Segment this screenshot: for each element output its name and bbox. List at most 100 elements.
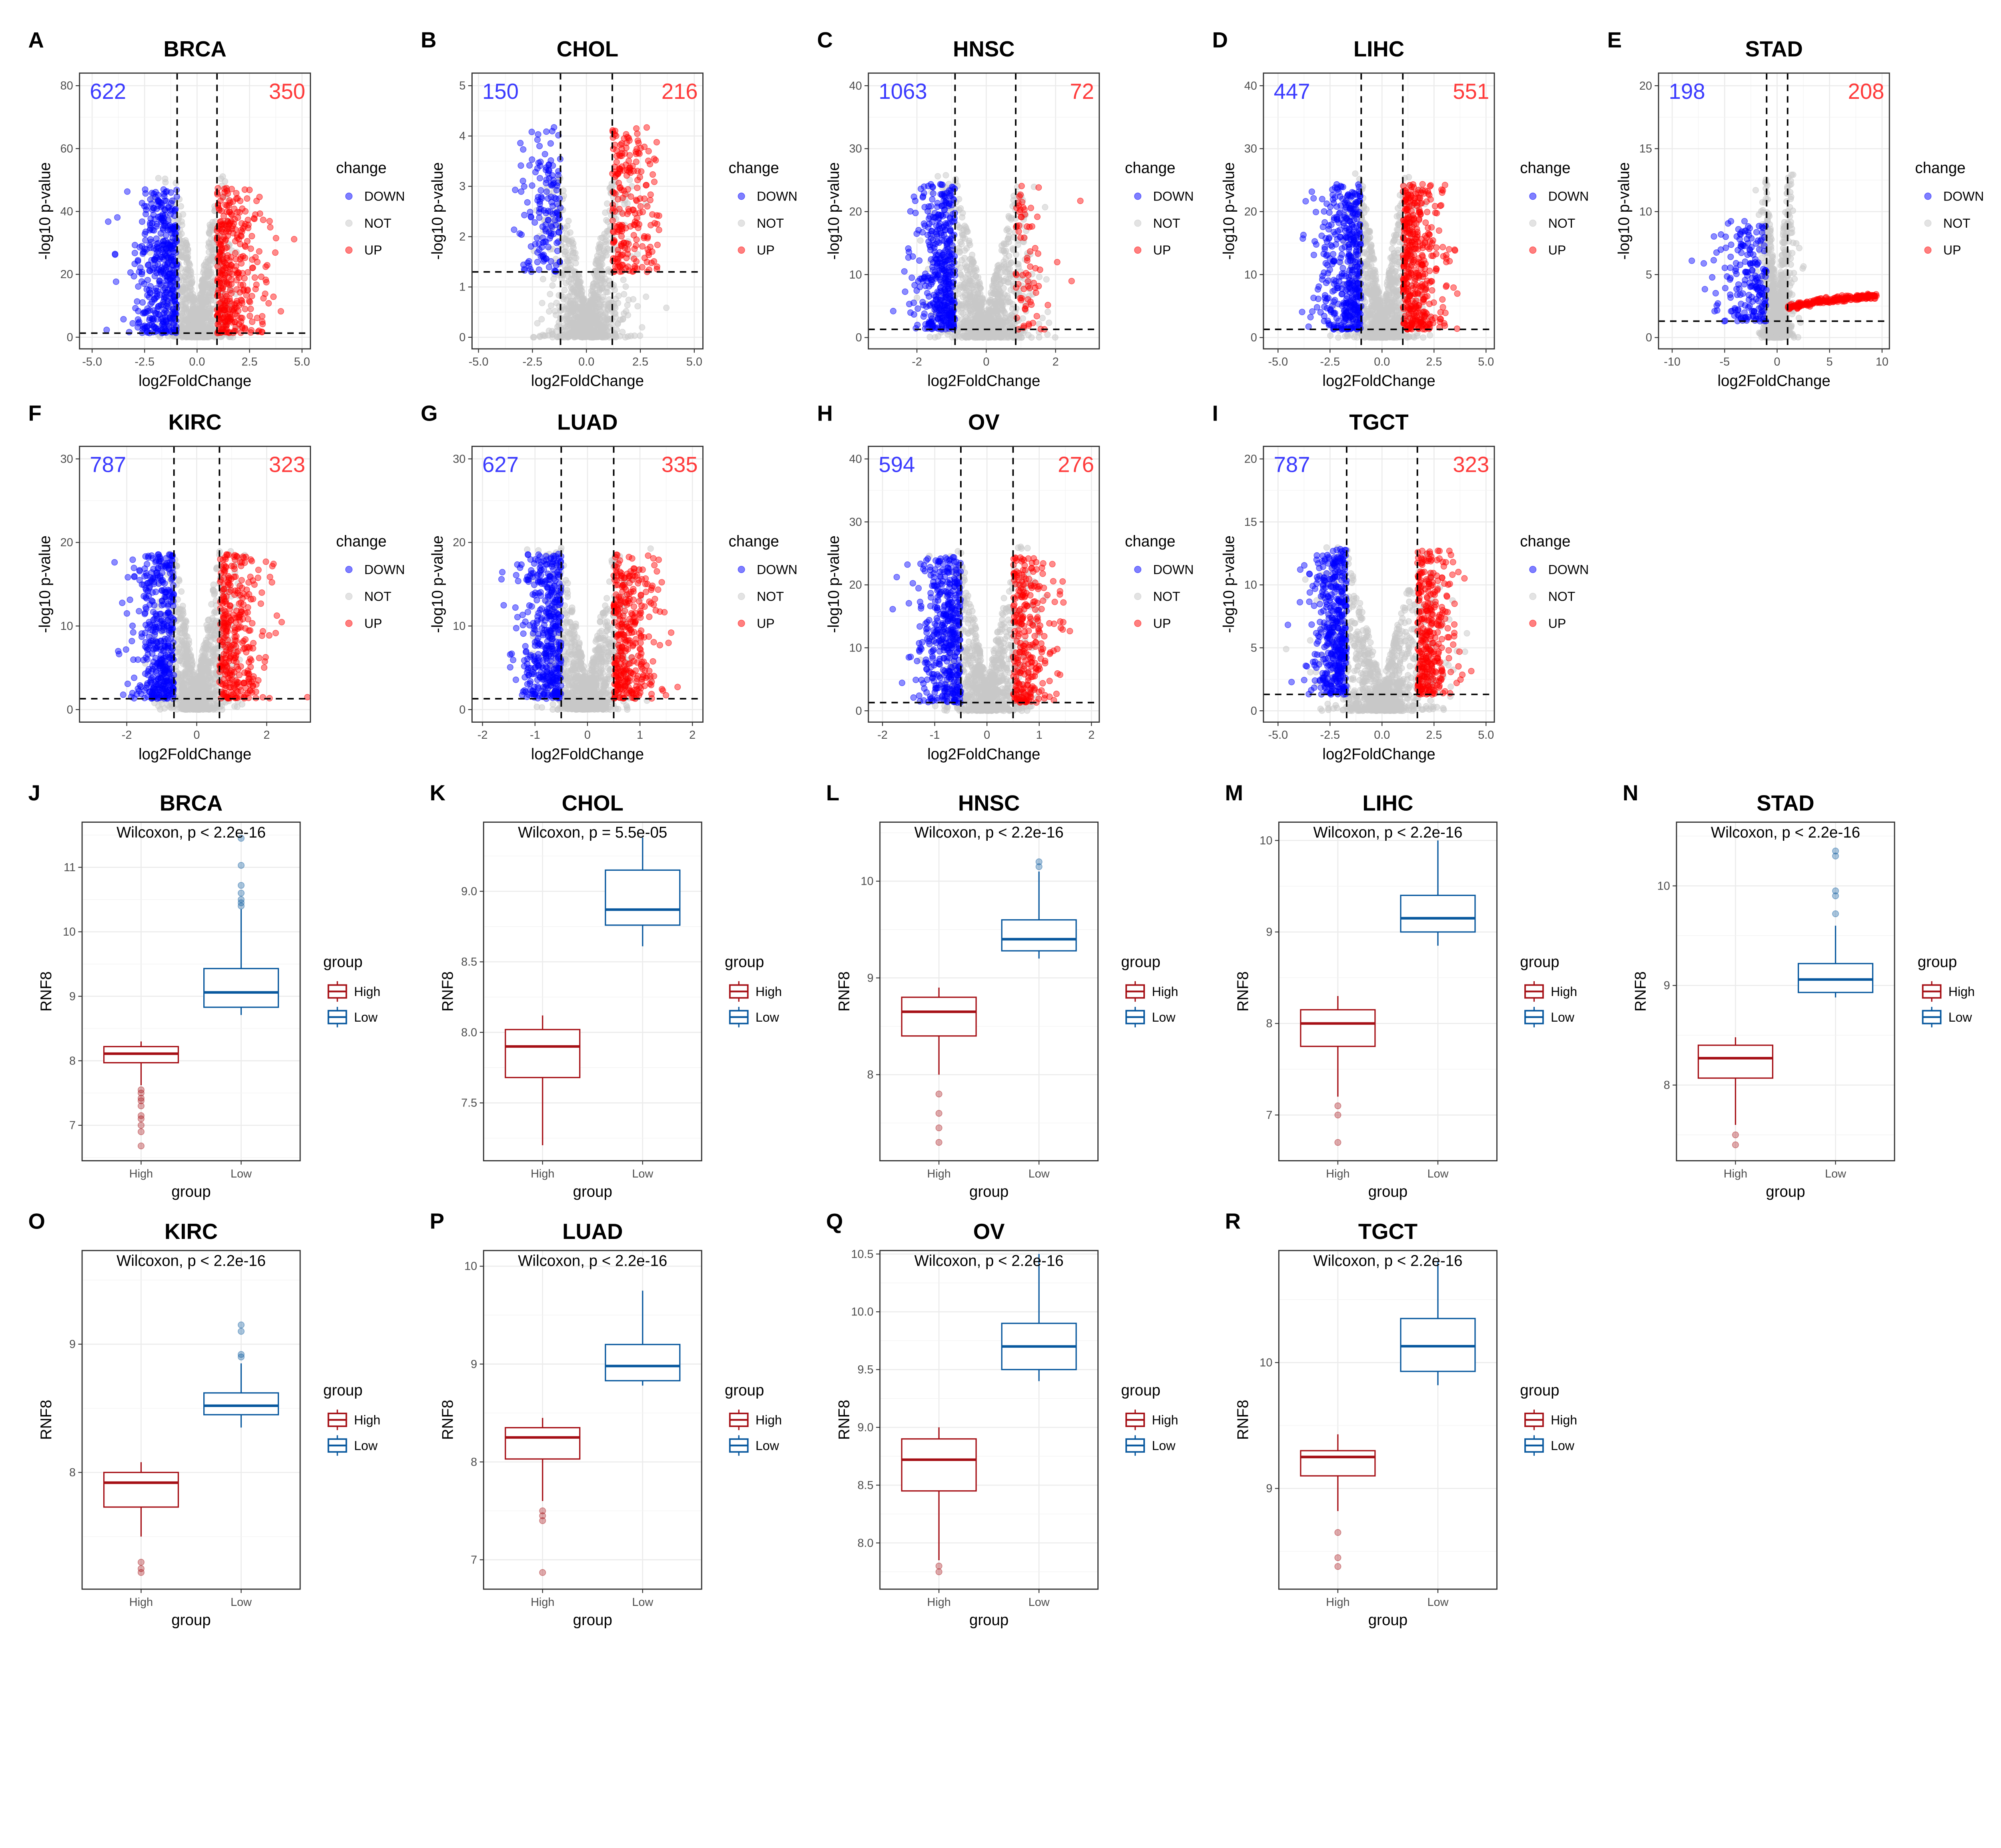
legend-label-down: DOWN: [757, 189, 797, 204]
point-up: [615, 196, 622, 202]
x-tick-label: 0.0: [189, 355, 205, 368]
point-up: [273, 235, 279, 242]
point-not: [568, 272, 575, 279]
point-up: [230, 230, 237, 237]
point-not: [966, 277, 973, 284]
point-up: [632, 218, 639, 225]
point-not: [978, 333, 985, 339]
point-not: [162, 175, 168, 182]
point-down: [947, 319, 954, 326]
point-down: [948, 263, 955, 270]
point-not: [600, 293, 607, 300]
point-not: [580, 295, 587, 302]
point-up: [610, 228, 616, 235]
point-up: [628, 193, 634, 200]
point-not: [917, 237, 924, 244]
point-down: [545, 161, 552, 168]
y-axis-title: -log10 p-value: [825, 162, 842, 260]
point-down: [890, 308, 896, 315]
point-up: [1018, 182, 1025, 189]
point-up: [248, 327, 255, 334]
point-down: [928, 203, 934, 210]
point-down: [144, 292, 151, 299]
point-down: [551, 194, 558, 201]
point-down: [114, 214, 121, 221]
legend-key-not: [345, 219, 353, 227]
point-down: [516, 230, 523, 237]
point-not: [957, 239, 964, 245]
point-up: [644, 203, 651, 210]
point-not: [1009, 334, 1016, 341]
point-not: [604, 289, 611, 295]
point-down: [517, 140, 524, 146]
point-up: [258, 273, 265, 280]
point-down: [134, 258, 141, 265]
y-tick-label: 3: [459, 180, 465, 193]
point-down: [147, 215, 154, 222]
point-not: [620, 277, 627, 283]
point-down: [167, 242, 174, 249]
x-axis-title: log2FoldChange: [138, 373, 251, 390]
point-not: [577, 313, 583, 319]
point-down: [168, 329, 175, 335]
point-down: [155, 197, 162, 204]
point-not: [961, 222, 968, 229]
point-up: [643, 182, 650, 188]
point-up: [252, 254, 259, 261]
point-not: [564, 222, 571, 229]
y-tick-label: 4: [459, 130, 465, 142]
point-not: [960, 323, 966, 329]
point-up: [239, 205, 246, 212]
point-up: [222, 245, 229, 252]
up-count-label: 216: [662, 79, 698, 104]
y-tick-label: 60: [60, 142, 73, 155]
point-not: [1028, 334, 1035, 341]
point-not: [592, 267, 599, 274]
point-up: [647, 244, 654, 251]
point-down: [936, 225, 943, 232]
point-down: [916, 257, 923, 264]
point-down: [907, 208, 914, 215]
point-not: [1006, 214, 1013, 221]
point-up: [265, 300, 272, 307]
point-down: [553, 240, 560, 247]
volcano-panel-brca: A BRCA-5.0 -2.5 0.0 2.5 5.0020406080log2FoldC…: [28, 28, 405, 390]
down-count-label: 1063: [879, 79, 927, 104]
point-up: [1026, 224, 1033, 230]
point-down: [528, 128, 535, 135]
point-not: [986, 314, 993, 321]
point-not: [192, 333, 199, 340]
point-up: [610, 255, 617, 262]
point-down: [149, 220, 156, 227]
point-down: [511, 226, 517, 233]
point-down: [537, 187, 544, 194]
point-up: [613, 158, 620, 166]
point-not: [538, 316, 545, 323]
point-up: [639, 243, 646, 250]
point-down: [947, 227, 954, 234]
point-not: [177, 244, 184, 251]
point-not: [1420, 334, 1427, 341]
point-down: [162, 220, 169, 226]
point-up: [633, 125, 640, 132]
point-not: [996, 265, 1003, 271]
point-up: [650, 171, 656, 178]
point-not: [181, 273, 188, 280]
point-up: [291, 236, 297, 243]
point-not: [989, 285, 996, 291]
point-up: [1017, 234, 1024, 241]
point-not: [204, 327, 211, 333]
point-down: [147, 283, 154, 290]
point-not: [990, 275, 997, 282]
point-not: [531, 334, 537, 341]
point-down: [158, 270, 164, 277]
point-not: [976, 304, 983, 311]
x-tick-label: -2.5: [523, 355, 543, 368]
point-up: [1035, 184, 1042, 191]
point-down: [517, 162, 524, 169]
point-up: [256, 248, 263, 255]
point-up: [253, 198, 260, 204]
point-not: [971, 321, 978, 327]
legend-key-up: [1134, 247, 1141, 254]
point-down: [939, 181, 946, 188]
